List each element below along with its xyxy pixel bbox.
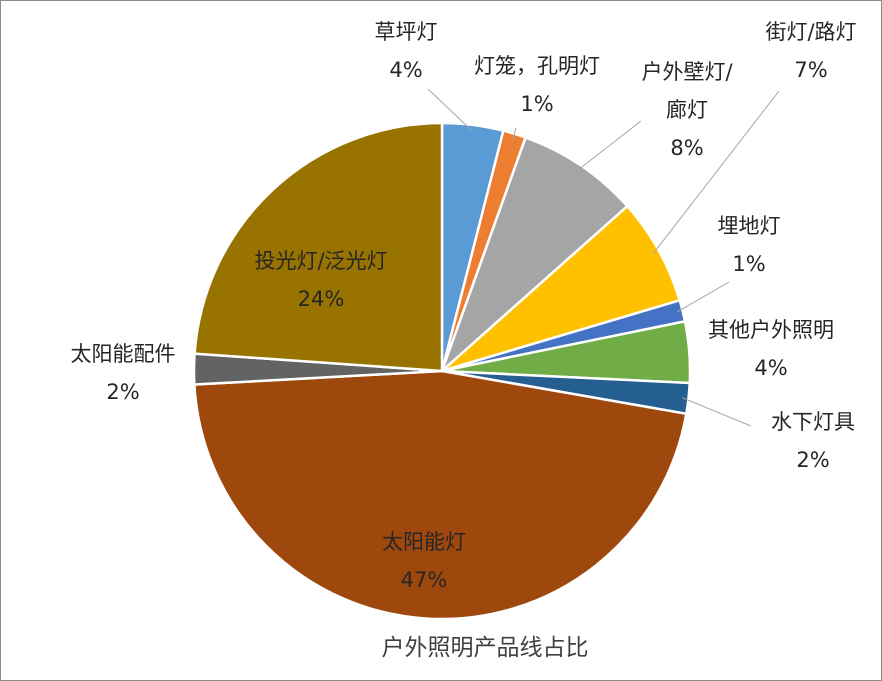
slice-name-label-3: 街灯/路灯 xyxy=(765,20,856,44)
slice-value-label-0: 4% xyxy=(389,58,422,82)
leader-line-2 xyxy=(577,120,642,171)
leader-lines xyxy=(427,88,780,427)
leader-line-3 xyxy=(653,90,780,254)
slice-name-label-6: 水下灯具 xyxy=(771,410,855,434)
leader-line-0 xyxy=(427,88,473,132)
slice-value-label-6: 2% xyxy=(796,448,829,472)
chart-title: 户外照明产品线占比 xyxy=(382,635,589,661)
slice-name-label-4: 埋地灯 xyxy=(718,214,781,238)
slice-value-label-7: 47% xyxy=(401,568,448,592)
slice-name-label-5: 其他户外照明 xyxy=(708,318,834,342)
pie-slice-7 xyxy=(193,369,688,621)
slice-name-label-9: 投光灯/泛光灯 xyxy=(254,249,387,273)
leader-line-4 xyxy=(676,281,730,313)
slice-value-label-1: 1% xyxy=(520,92,553,116)
pie-slice-9 xyxy=(193,121,444,373)
pie-slice-2 xyxy=(440,135,630,372)
slice-name-label-1: 灯笼，孔明灯 xyxy=(474,54,600,78)
leader-line-6 xyxy=(682,397,752,427)
slice-value-label-3: 7% xyxy=(794,58,827,82)
slice-name-label-8: 太阳能配件 xyxy=(71,342,176,366)
slice-labels: 草坪灯 4% 灯笼，孔明灯 1% 户外壁灯/廊灯 8% 街灯/路灯 7% 埋地灯 1% 其他户外照明… xyxy=(71,20,857,592)
slice-name-label-7: 太阳能灯 xyxy=(382,530,466,554)
slice-value-label-2: 8% xyxy=(670,136,703,160)
slice-name-label-2-1: 廊灯 xyxy=(666,98,708,122)
slice-name-label-2-0: 户外壁灯/ xyxy=(641,60,733,84)
slice-value-label-9: 24% xyxy=(298,287,345,311)
slice-name-label-0: 草坪灯 xyxy=(375,20,438,44)
slice-value-label-8: 2% xyxy=(106,380,139,404)
pie-slice-3 xyxy=(441,204,682,373)
slice-value-label-4: 1% xyxy=(732,252,765,276)
slice-value-label-5: 4% xyxy=(754,356,787,380)
pie-slices xyxy=(192,121,692,621)
leader-line-1 xyxy=(512,127,517,140)
